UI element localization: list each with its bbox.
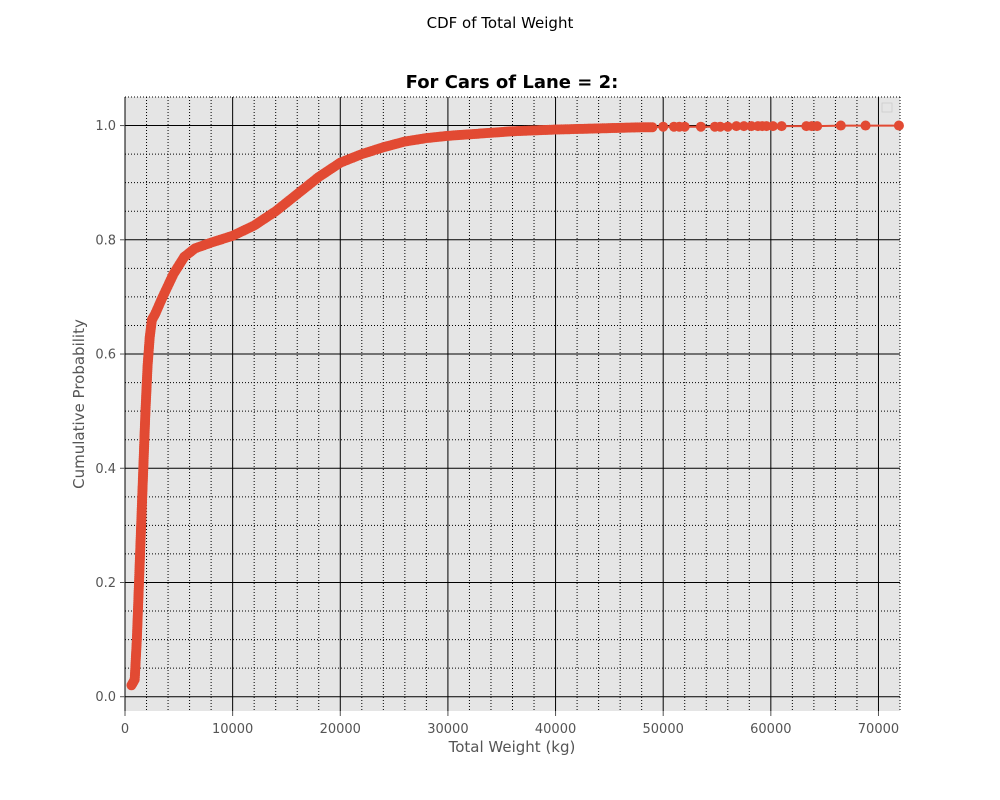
- data-point: [679, 121, 690, 132]
- series-cdf: [126, 120, 904, 691]
- data-point: [812, 121, 823, 132]
- figure-suptitle: CDF of Total Weight: [427, 14, 574, 32]
- x-tick-label: 70000: [858, 722, 899, 737]
- x-tick-label: 60000: [750, 722, 791, 737]
- x-tick-label: 20000: [320, 722, 361, 737]
- legend-box: [881, 102, 893, 113]
- y-tick-label: 1.0: [95, 119, 116, 134]
- data-point: [695, 121, 706, 132]
- data-point: [835, 120, 846, 131]
- y-axis-label: Cumulative Probability: [70, 319, 88, 489]
- x-tick-label: 50000: [643, 722, 684, 737]
- data-point: [893, 120, 904, 131]
- y-tick-label: 0.4: [95, 462, 116, 477]
- data-point: [860, 120, 871, 131]
- chart-title: For Cars of Lane = 2:: [406, 72, 619, 93]
- data-point: [731, 121, 742, 132]
- data-point: [767, 121, 778, 132]
- y-axis-ticks: 0.0 0.2 0.4 0.6 0.8 1.0: [95, 119, 125, 705]
- data-point: [658, 121, 669, 132]
- x-tick-label: 30000: [427, 722, 468, 737]
- plot-area: [125, 97, 900, 711]
- data-point: [647, 122, 658, 133]
- data-point: [776, 121, 787, 132]
- data-point: [738, 121, 749, 132]
- data-point: [715, 121, 726, 132]
- x-axis-ticks: 0 10000 20000 30000 40000 50000 60000 70000: [121, 711, 899, 737]
- y-tick-label: 0.2: [95, 576, 116, 591]
- x-tick-label: 40000: [535, 722, 576, 737]
- data-point: [722, 121, 733, 132]
- y-tick-label: 0.8: [95, 233, 116, 248]
- y-tick-label: 0.6: [95, 348, 116, 363]
- y-tick-label: 0.0: [95, 690, 116, 705]
- x-tick-label: 0: [121, 722, 129, 737]
- major-gridlines: [124, 97, 900, 711]
- x-tick-label: 10000: [212, 722, 253, 737]
- x-axis-label: Total Weight (kg): [448, 738, 576, 756]
